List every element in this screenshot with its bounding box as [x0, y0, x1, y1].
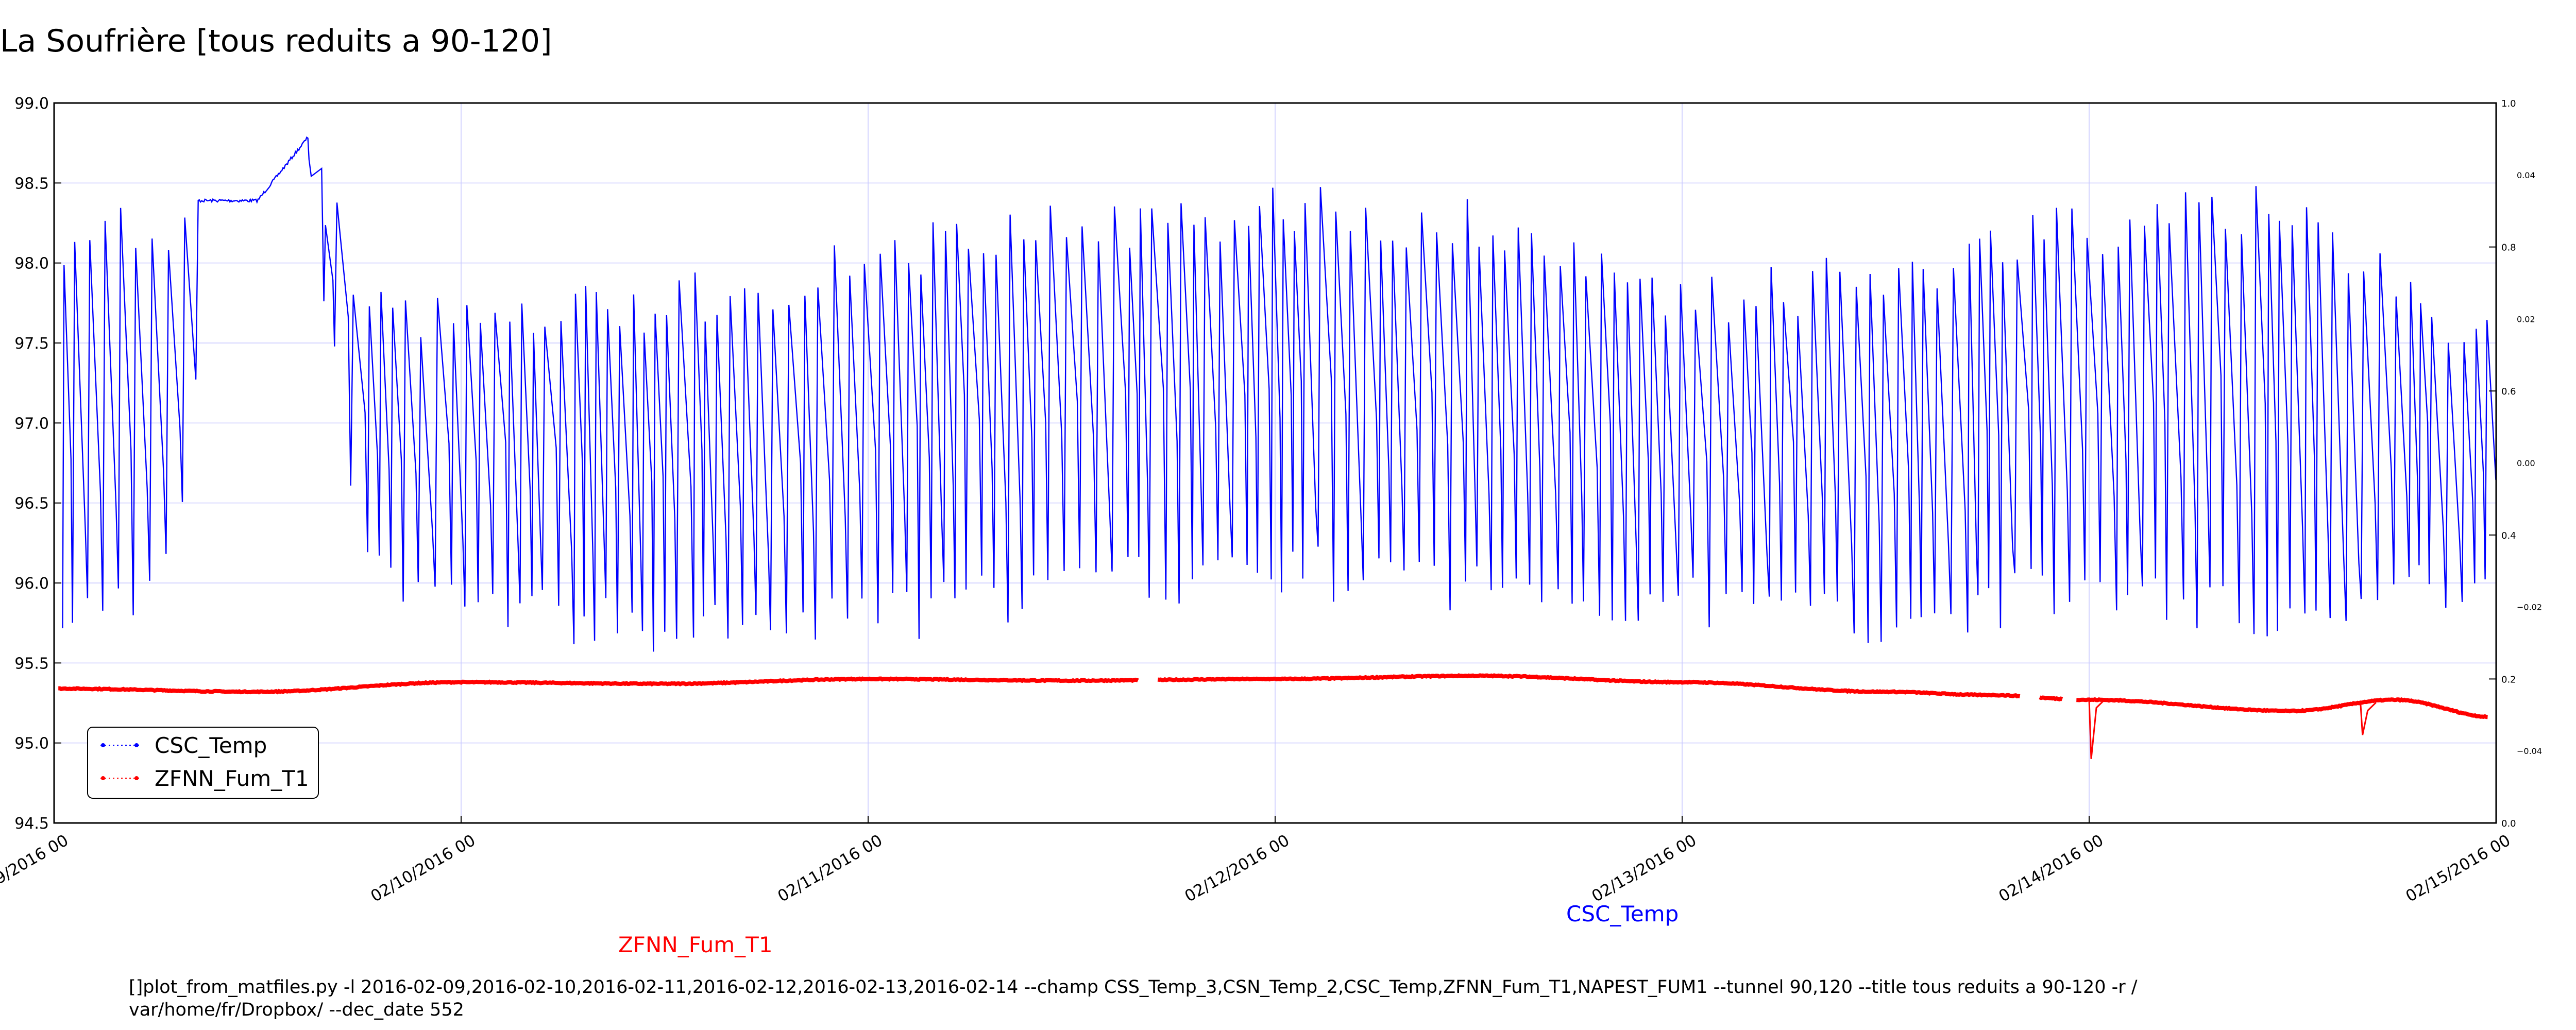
x-tick-label: 02/14/2016 00 — [1996, 831, 2107, 906]
right-minor-tick-label: −0.04 — [2517, 746, 2542, 756]
y-tick-label: 98.0 — [14, 255, 49, 273]
x-tick-label: 02/09/2016 00 — [0, 831, 72, 906]
command-line-text: []plot_from_matfiles.py -l 2016-02-09,20… — [129, 977, 2138, 1020]
right-tick-label: 0.0 — [2501, 818, 2516, 829]
right-tick-label: 1.0 — [2501, 98, 2516, 109]
x-tick-label: 02/13/2016 00 — [1589, 831, 1700, 906]
y-tick-label: 95.0 — [14, 735, 49, 753]
x-tick-label: 02/15/2016 00 — [2403, 831, 2514, 906]
y-tick-label: 95.5 — [14, 655, 49, 673]
right-minor-tick-label: −0.02 — [2517, 603, 2542, 612]
x-tick-label: 02/11/2016 00 — [775, 831, 886, 906]
y-tick-label: 99.0 — [14, 95, 49, 113]
y-tick-label: 96.5 — [14, 495, 49, 513]
y-tick-label: 97.0 — [14, 415, 49, 433]
legend-marker — [101, 743, 105, 747]
right-tick-label: 0.6 — [2501, 386, 2516, 397]
y-tick-label: 97.5 — [14, 335, 49, 353]
right-minor-tick-label: 0.02 — [2517, 314, 2535, 324]
x-tick-label: 02/12/2016 00 — [1182, 831, 1293, 906]
legend-label: CSC_Temp — [155, 733, 267, 758]
legend-marker — [134, 743, 139, 747]
legend-box — [87, 727, 319, 799]
y-tick-label: 98.5 — [14, 175, 49, 193]
right-tick-label: 0.4 — [2501, 530, 2516, 541]
series-zfnn-fum-t1 — [58, 673, 2488, 759]
right-tick-label: 0.2 — [2501, 674, 2516, 685]
legend-label: ZFNN_Fum_T1 — [155, 766, 309, 791]
right-tick-label: 0.8 — [2501, 243, 2516, 253]
legend: CSC_Temp ZFNN_Fum_T1 — [87, 727, 319, 799]
legend-marker — [134, 776, 139, 780]
series-spike-zfnn-fum-t1 — [2088, 699, 2106, 759]
series-line-zfnn-fum-t1 — [58, 673, 2488, 719]
x-tick-label: 02/10/2016 00 — [368, 831, 479, 906]
y-tick-label: 96.0 — [14, 575, 49, 593]
right-minor-tick-label: 0.00 — [2517, 458, 2535, 468]
axis-label-zfnn: ZFNN_Fum_T1 — [618, 932, 773, 957]
legend-marker — [101, 776, 105, 780]
series-csc-temp — [62, 136, 2497, 652]
grid-lines — [54, 102, 2497, 823]
series-spike-zfnn-fum-t1 — [2360, 702, 2377, 735]
series-line-csc-temp — [62, 136, 2497, 652]
axis-label-csc: CSC_Temp — [1566, 901, 1679, 926]
chart-title: La Soufrière [tous reduits a 90-120] — [0, 23, 552, 59]
y-tick-label: 94.5 — [14, 815, 49, 833]
right-minor-tick-label: 0.04 — [2517, 170, 2535, 180]
